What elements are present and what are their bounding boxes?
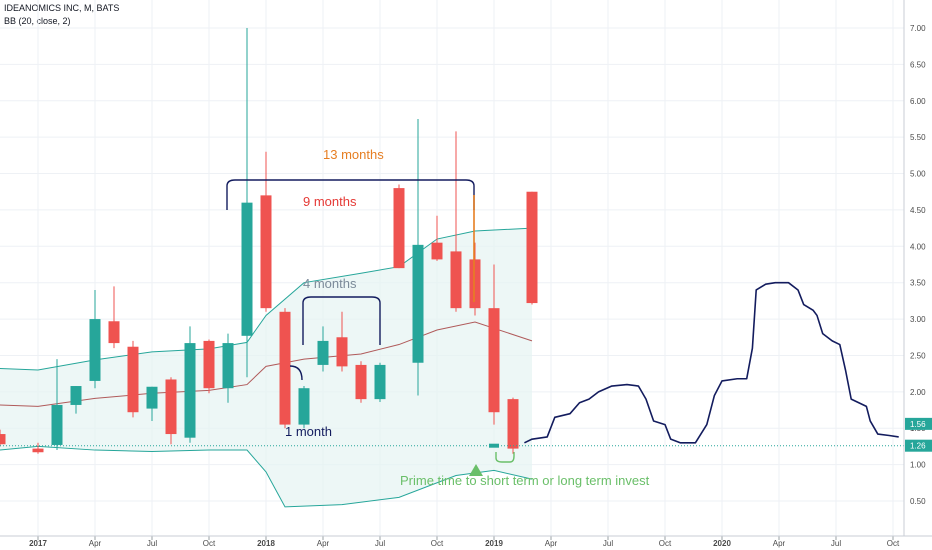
x-tick-label: 2017 [29, 539, 47, 548]
candle-body[interactable] [146, 386, 158, 409]
candle-body[interactable] [0, 434, 6, 445]
x-tick-label: 2018 [257, 539, 275, 548]
candle-body[interactable] [108, 321, 120, 344]
label-prime-time[interactable]: Prime time to short term or long term in… [400, 473, 650, 488]
candle-body[interactable] [488, 308, 500, 413]
x-tick-label: Oct [659, 539, 672, 548]
candle-body[interactable] [222, 343, 234, 389]
y-tick-label: 4.50 [910, 206, 926, 215]
y-tick-label: 7.00 [910, 24, 926, 33]
candle-body[interactable] [165, 379, 177, 435]
y-tick-label: 0.50 [910, 497, 926, 506]
bracket-4-months[interactable] [302, 296, 381, 345]
candle-body[interactable] [393, 188, 405, 269]
price-tag [905, 439, 932, 452]
candle-body[interactable] [317, 340, 329, 365]
drawings [0, 179, 904, 476]
candles [0, 28, 538, 454]
price-tag [905, 417, 932, 430]
x-tick-label: Jul [831, 539, 841, 548]
bracket-1-month[interactable] [289, 365, 303, 381]
candle-body[interactable] [526, 191, 538, 304]
x-tick-label: Oct [203, 539, 216, 548]
candle-body[interactable] [70, 386, 82, 405]
label-13-months[interactable]: 13 months [323, 147, 384, 162]
bb-basis-line [0, 321, 533, 407]
label-9-months[interactable]: 9 months [303, 194, 357, 209]
x-tick-label: Oct [431, 539, 444, 548]
candle-body[interactable] [374, 364, 386, 400]
candle-body[interactable] [469, 259, 481, 309]
y-tick-label: 6.50 [910, 60, 926, 69]
x-tick-label: Apr [773, 539, 786, 548]
projection-path[interactable] [524, 281, 899, 444]
y-tick-label: 1.00 [910, 461, 926, 470]
candle-body[interactable] [298, 388, 310, 425]
bb-fill [0, 228, 532, 507]
candle-body[interactable] [450, 251, 462, 309]
candle-body[interactable] [336, 337, 348, 367]
y-tick-label: 6.00 [910, 97, 926, 106]
candle-body[interactable] [51, 404, 63, 445]
candle-body[interactable] [412, 244, 424, 363]
x-tick-label: Jul [375, 539, 385, 548]
candle-body[interactable] [355, 364, 367, 400]
candle-body[interactable] [184, 343, 196, 438]
candle-body[interactable] [507, 399, 519, 449]
price-marker [489, 443, 499, 448]
candle-body[interactable] [203, 340, 215, 389]
x-tick-label: Apr [89, 539, 102, 548]
annotations: 13 months 9 months 4 months 1 month Prime ti… [285, 147, 650, 488]
candle-body[interactable] [89, 319, 101, 381]
y-tick-label: 4.00 [910, 242, 926, 251]
x-tick-label: Jul [603, 539, 613, 548]
candle-body[interactable] [241, 202, 253, 336]
label-4-months[interactable]: 4 months [303, 276, 357, 291]
label-1-month[interactable]: 1 month [285, 424, 332, 439]
x-tick-label: 2019 [485, 539, 503, 548]
price-tag-label: 1.26 [910, 442, 926, 451]
bb-lower-line [0, 445, 533, 508]
candle-body[interactable] [32, 448, 44, 453]
bracket-13-months[interactable] [226, 179, 475, 210]
target-marker [495, 452, 515, 463]
y-tick-label: 2.00 [910, 388, 926, 397]
y-tick-label: 2.50 [910, 351, 926, 360]
price-tag-label: 1.56 [910, 420, 926, 429]
candle-body[interactable] [279, 311, 291, 425]
x-tick-label: Apr [317, 539, 330, 548]
x-tick-label: 2020 [713, 539, 731, 548]
y-tick-label: 5.00 [910, 170, 926, 179]
x-tick-label: Jul [147, 539, 157, 548]
y-tick-label: 5.50 [910, 133, 926, 142]
x-tick-label: Apr [545, 539, 558, 548]
time-axis[interactable]: 2017 Apr Jul Oct 2018 Apr Jul Oct 2019 Apr Jul Oct 2… [0, 535, 932, 548]
y-tick-label: 3.00 [910, 315, 926, 324]
candle-body[interactable] [431, 242, 443, 260]
candle-body[interactable] [260, 195, 272, 309]
price-axis[interactable]: 0.501.001.502.002.503.003.504.004.505.00… [903, 0, 932, 536]
candle-body[interactable] [127, 346, 139, 413]
x-tick-label: Oct [887, 539, 900, 548]
indicator-label: BB (20, close, 2) [4, 16, 71, 26]
y-tick-label: 3.50 [910, 279, 926, 288]
chart-title: IDEANOMICS INC, M, BATS [4, 3, 120, 13]
buy-arrow-icon [469, 464, 483, 476]
